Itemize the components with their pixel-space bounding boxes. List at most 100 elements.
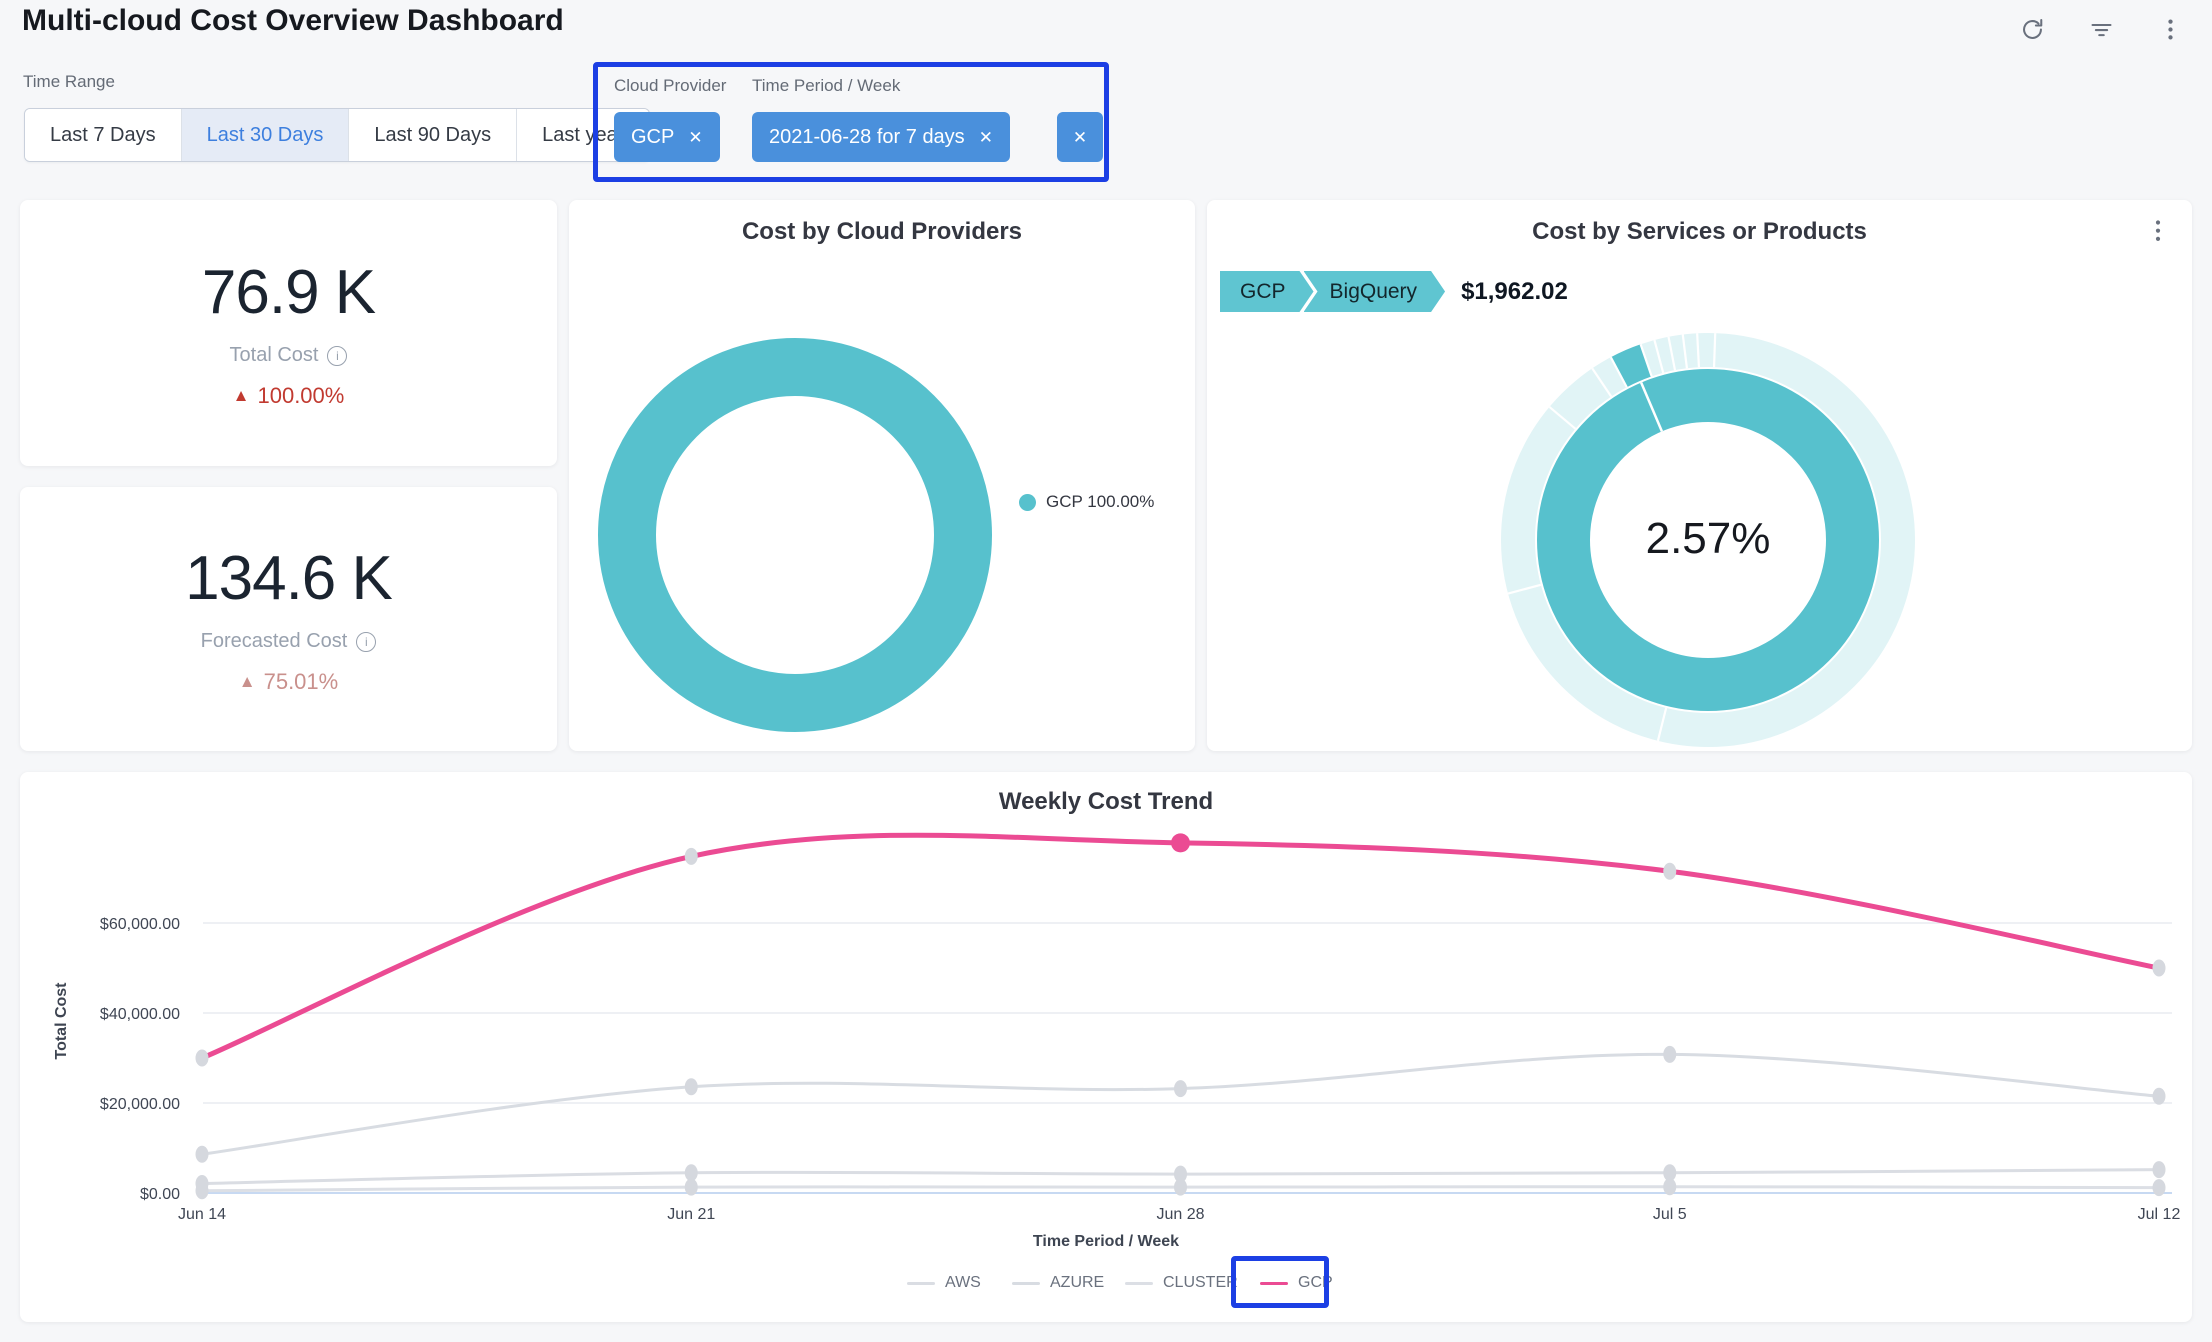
sunburst-separator [1656, 707, 1668, 742]
legend-dash-cluster [1125, 1281, 1153, 1285]
breadcrumb-amount: $1,962.02 [1461, 277, 1568, 305]
data-point [1663, 862, 1677, 880]
data-point [1663, 1045, 1677, 1063]
remove-filter-icon[interactable]: ✕ [688, 127, 703, 147]
sunburst-separator [1548, 406, 1577, 430]
legend-item-cluster[interactable]: CLUSTER [1125, 1274, 1238, 1292]
refresh-icon[interactable] [2019, 16, 2046, 43]
sunburst-separator [1507, 583, 1542, 595]
panel-title: Cost by Services or Products [1532, 218, 1867, 245]
page-title: Multi-cloud Cost Overview Dashboard [22, 4, 564, 37]
data-point [2152, 1161, 2166, 1179]
legend-dash-gcp [1260, 1281, 1288, 1285]
sunburst-separator [1696, 333, 1701, 368]
donut-slice-gcp [598, 338, 992, 732]
x-axis-title: Time Period / Week [1032, 1233, 1180, 1250]
sunburst-separator [1609, 356, 1628, 388]
filter-label-time-period: Time Period / Week [752, 76, 901, 95]
filter-icon[interactable] [2088, 16, 2115, 43]
legend-item-aws[interactable]: AWS [907, 1274, 981, 1292]
legend-dash-azure [1012, 1281, 1040, 1285]
info-icon[interactable]: i [356, 631, 377, 652]
time-range-option-last-90-days[interactable]: Last 90 Days [349, 109, 518, 161]
sunburst-center-label: 2.57% [1645, 514, 1771, 563]
time-range-segmented-control: Last 7 Days Last 30 Days Last 90 Days La… [24, 108, 651, 162]
total-cost-delta-value: 100.00% [257, 383, 345, 408]
total-cost-label-row: Total Cost i [230, 344, 348, 367]
y-axis-title: Total Cost [53, 982, 70, 1060]
remove-filter-icon[interactable]: ✕ [978, 127, 993, 147]
panel-weekly-cost-trend: Weekly Cost Trend $0.00 $20,000.00 $40,000… [20, 772, 2192, 1322]
y-tick-label: $0.00 [140, 1186, 180, 1203]
forecasted-cost-label-row: Forecasted Cost i [201, 630, 377, 653]
legend-item-azure[interactable]: AZURE [1012, 1274, 1104, 1292]
legend-label-aws: AWS [945, 1274, 981, 1291]
data-point [684, 1164, 698, 1182]
x-tick-label: Jul 5 [1653, 1206, 1687, 1223]
kpi-content: 76.9 K Total Cost i ▲ 100.00% [20, 200, 557, 466]
kpi-content: 134.6 K Forecasted Cost i ▲ 75.01% [20, 487, 557, 751]
data-point [2152, 1087, 2166, 1105]
time-range-option-last-30-days[interactable]: Last 30 Days [181, 109, 350, 161]
breadcrumb-gcp[interactable]: GCP [1220, 271, 1314, 312]
forecasted-cost-value: 134.6 K [185, 544, 393, 613]
data-point [2152, 959, 2166, 977]
x-tick-label: Jul 12 [2138, 1206, 2181, 1223]
filter-chip-gcp[interactable]: GCP ✕ [614, 112, 720, 162]
sunburst-separator [1591, 367, 1613, 398]
series-line-gcp [201, 832, 2160, 1061]
total-cost-delta: ▲ 100.00% [233, 383, 345, 409]
info-icon[interactable]: i [327, 345, 348, 366]
sunburst-separator [1667, 336, 1677, 371]
legend-item-gcp[interactable]: GCP 100.00% [1019, 492, 1154, 512]
panel-options-kebab-icon[interactable] [2144, 216, 2172, 250]
filter-chip-time-period-label: 2021-06-28 for 7 days [769, 125, 965, 148]
sunburst-separator [1653, 339, 1665, 374]
series-line-azure [201, 1052, 2160, 1156]
data-point [1174, 1178, 1187, 1196]
services-sunburst-chart[interactable] [1207, 200, 2192, 751]
x-tick-label: Jun 28 [1156, 1206, 1204, 1223]
header-actions [2019, 16, 2184, 43]
x-tick-label: Jun 14 [178, 1206, 226, 1223]
forecasted-cost-delta-value: 75.01% [263, 669, 339, 694]
data-point [1174, 1080, 1187, 1098]
kebab-menu-icon[interactable] [2157, 16, 2184, 43]
y-tick-label: $60,000.00 [100, 916, 180, 933]
y-tick-label: $40,000.00 [100, 1006, 180, 1023]
filter-label-cloud-provider: Cloud Provider [614, 76, 727, 95]
x-tick-label: Jun 21 [667, 1206, 715, 1223]
legend-label-cluster: CLUSTER [1163, 1274, 1238, 1291]
time-range-option-last-7-days[interactable]: Last 7 Days [25, 109, 182, 161]
sunburst-separator [1639, 343, 1653, 377]
arrow-up-icon: ▲ [232, 386, 250, 405]
filter-chip-time-period[interactable]: 2021-06-28 for 7 days ✕ [752, 112, 1010, 162]
sunburst-separator [1712, 333, 1717, 368]
panel-cost-by-services: Cost by Services or Products GCP BigQuer… [1207, 200, 2192, 751]
time-range-label: Time Range [23, 72, 115, 91]
data-point [195, 1049, 209, 1067]
data-point [195, 1145, 209, 1163]
services-breadcrumb: GCP BigQuery $1,962.02 [1220, 271, 1568, 312]
total-cost-value: 76.9 K [201, 258, 376, 327]
weekly-trend-line-chart[interactable]: $0.00 $20,000.00 $40,000.00 $60,000.00 Jun 1… [20, 772, 2192, 1322]
legend-label-gcp: GCP [1298, 1274, 1333, 1291]
forecasted-cost-label: Forecasted Cost [200, 630, 348, 652]
sunburst-inner-ring-gcp [1537, 369, 1879, 711]
breadcrumb-bigquery[interactable]: BigQuery [1304, 271, 1446, 312]
data-point [195, 1182, 209, 1200]
kpi-card-forecasted-cost: 134.6 K Forecasted Cost i ▲ 75.01% [20, 487, 557, 751]
legend-dot-gcp [1019, 493, 1036, 511]
data-point [684, 1078, 698, 1096]
providers-donut-chart[interactable] [569, 200, 1195, 751]
sunburst-outer-ring [1501, 333, 1915, 747]
arrow-up-icon: ▲ [238, 672, 256, 691]
data-point [684, 1178, 698, 1196]
close-icon: ✕ [1072, 127, 1088, 147]
panel-title: Weekly Cost Trend [998, 788, 1214, 815]
y-tick-label: $20,000.00 [100, 1096, 180, 1113]
data-point [1174, 1165, 1187, 1183]
clear-filters-button[interactable]: ✕ [1057, 112, 1103, 162]
legend-item-gcp[interactable]: GCP [1260, 1274, 1333, 1292]
